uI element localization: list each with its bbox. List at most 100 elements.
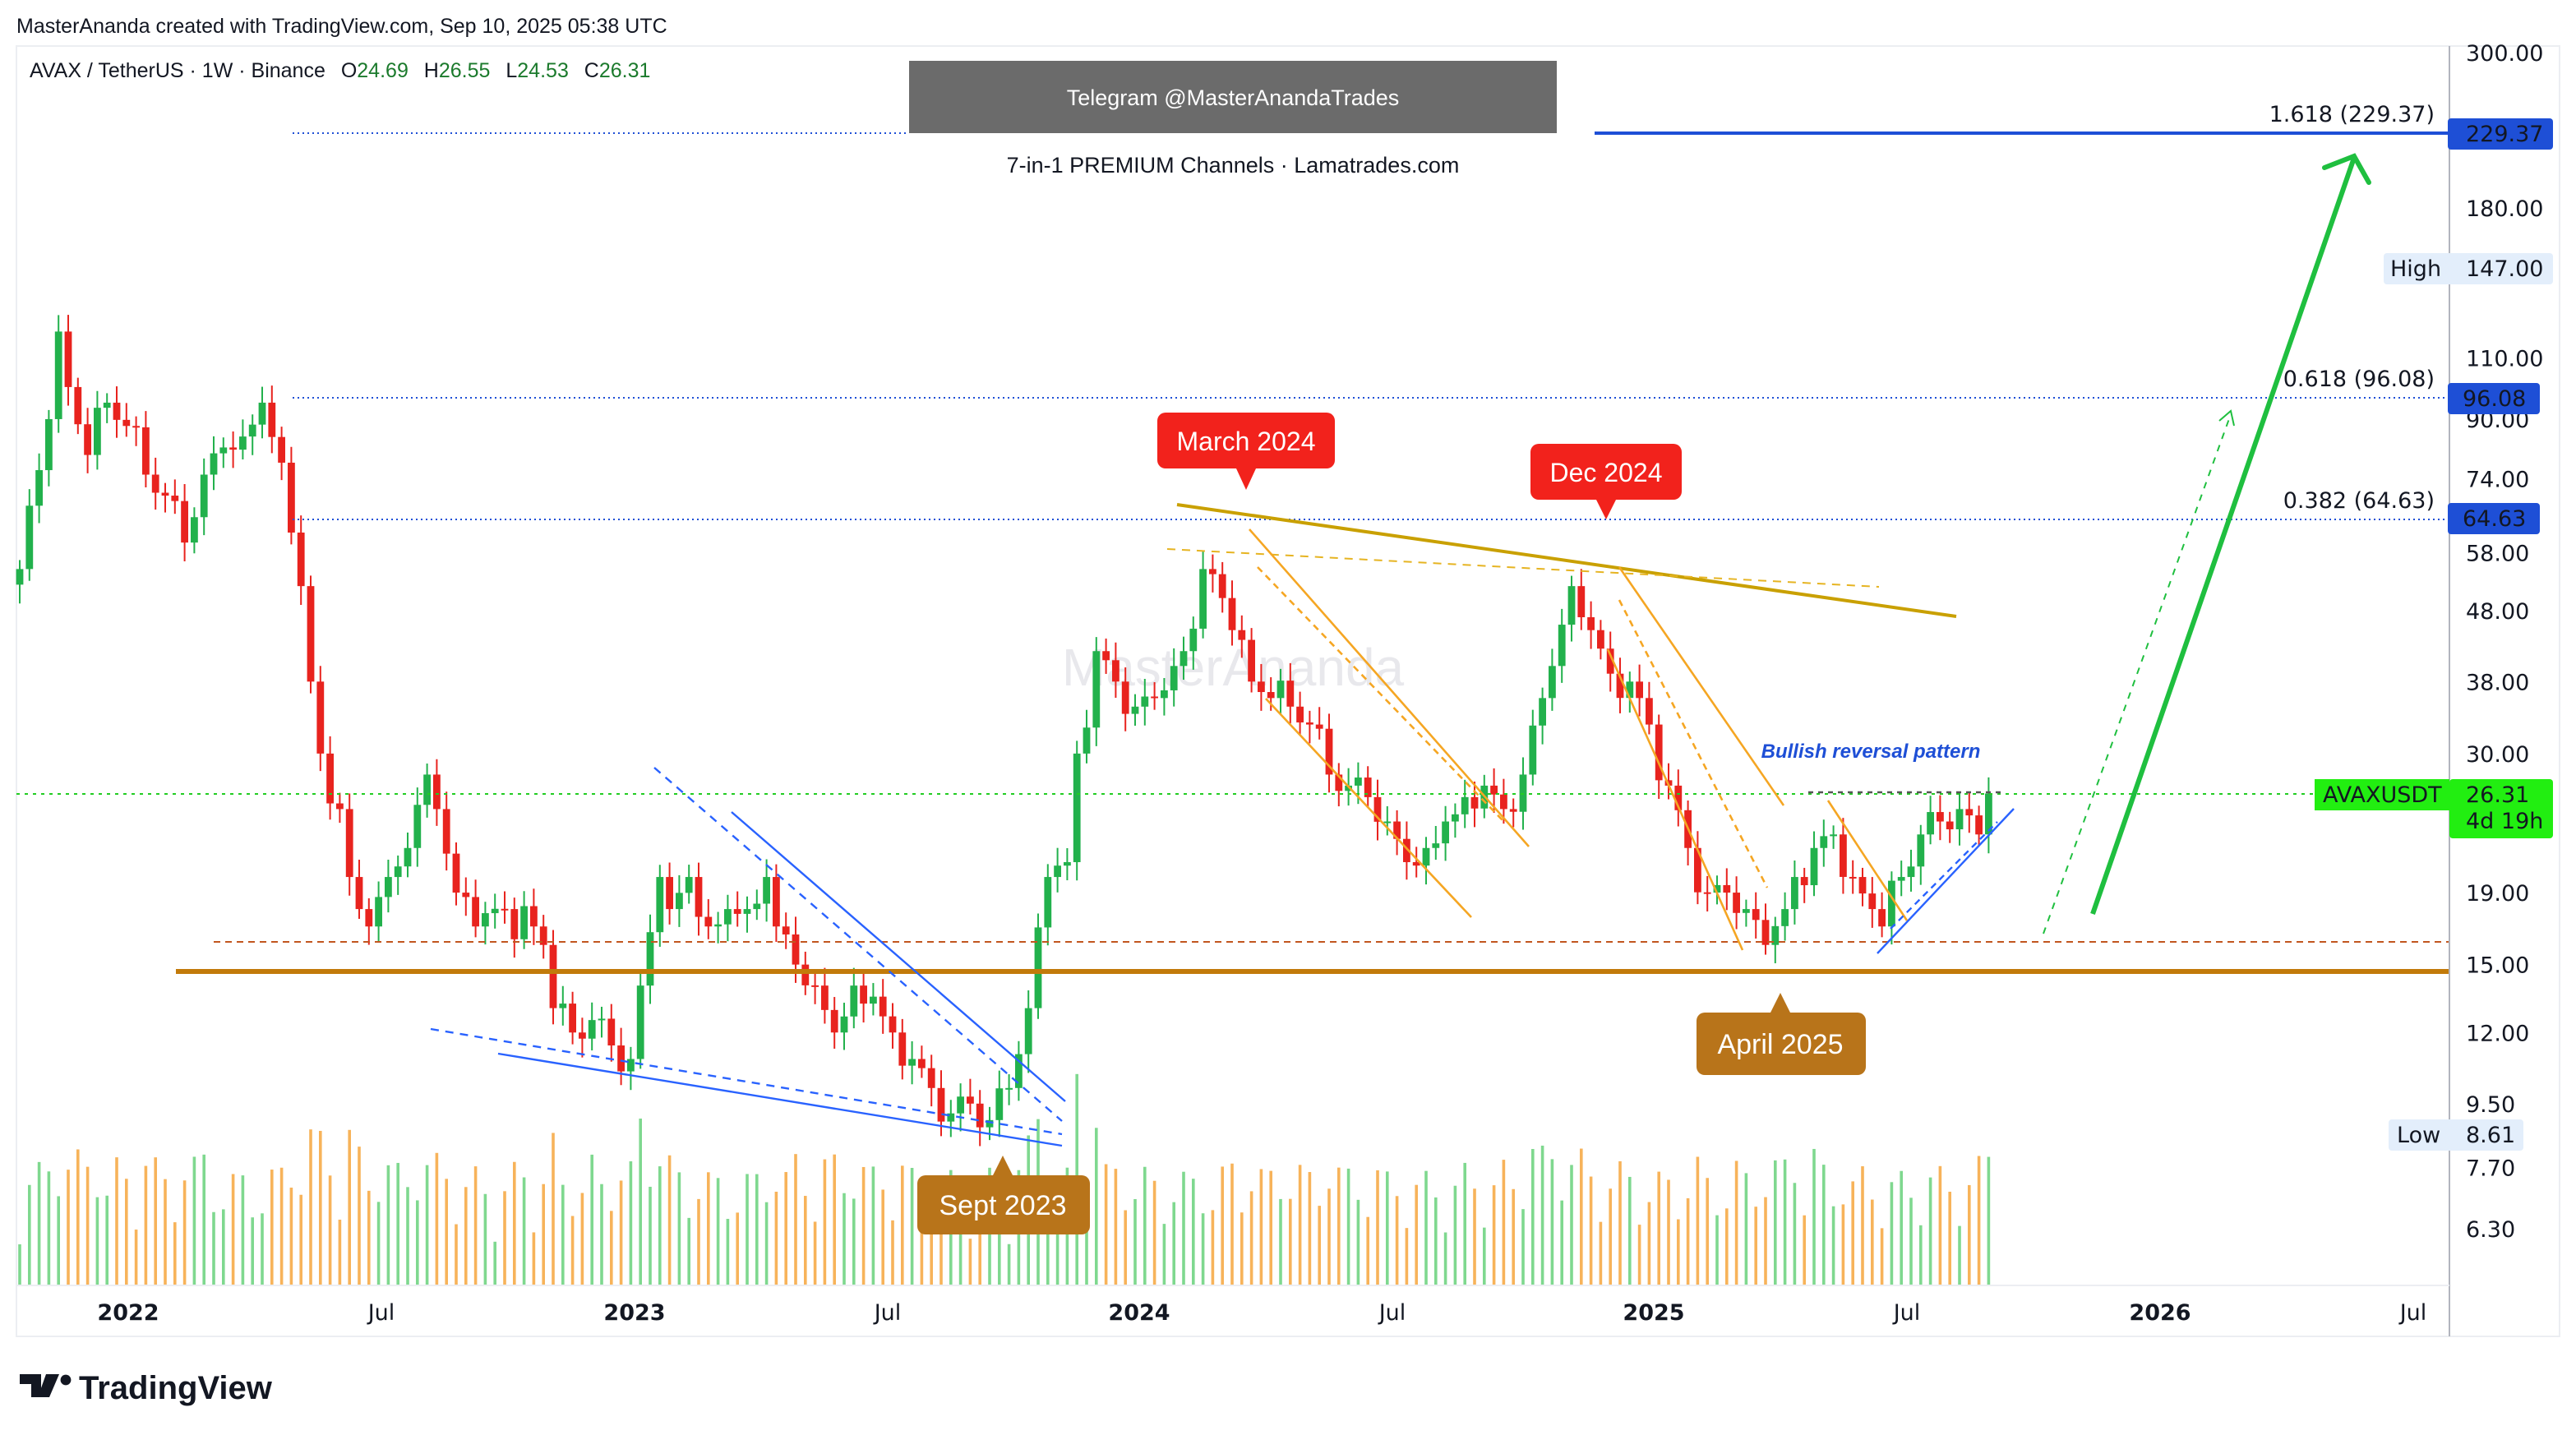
candle-body xyxy=(870,996,877,1004)
candle-body xyxy=(850,985,858,1017)
volume-bar xyxy=(1386,1171,1389,1285)
volume-bar xyxy=(1774,1160,1777,1285)
volume-bar xyxy=(1812,1148,1816,1285)
tradingview-logo[interactable]: TradingView xyxy=(20,1370,273,1406)
blue-wedges[interactable] xyxy=(430,767,2015,1147)
candle-body xyxy=(1694,847,1701,893)
candle-body xyxy=(442,809,450,854)
candle-body xyxy=(927,1068,935,1088)
volume-bar xyxy=(1928,1177,1932,1285)
volume-bar xyxy=(920,1196,924,1285)
volume-bar xyxy=(1502,1160,1506,1285)
time-axis[interactable]: 2022 Jul 2023 Jul 2024 Jul 2025 Jul 2026 Jul xyxy=(97,1300,2426,1326)
orange-channels[interactable] xyxy=(1249,528,1909,951)
volume-bar xyxy=(1424,1170,1428,1285)
volume-bar xyxy=(667,1155,672,1285)
candle-body xyxy=(1373,796,1382,822)
volume-bar xyxy=(1249,1191,1253,1285)
dashed-resistance-line[interactable] xyxy=(1166,548,1880,588)
svg-text:4d 19h: 4d 19h xyxy=(2466,809,2543,834)
volume-bar xyxy=(784,1172,787,1285)
time-tick-label: Jul xyxy=(2398,1300,2427,1326)
volume-bar xyxy=(212,1211,215,1285)
volume-bar xyxy=(1405,1228,1409,1285)
price-tick-label: 30.00 xyxy=(2466,742,2529,768)
volume-bar xyxy=(687,1217,690,1285)
volume-bar xyxy=(1560,1200,1563,1285)
volume-bar xyxy=(289,1188,293,1285)
candle-body xyxy=(743,909,751,914)
volume-bar xyxy=(677,1172,681,1285)
price-axis[interactable]: 300.00180.00110.0090.0074.0058.0048.0038… xyxy=(2466,41,2543,1243)
candle-body xyxy=(1965,809,1974,816)
candle-body xyxy=(210,453,218,475)
candle-body xyxy=(1500,794,1507,810)
volume-bar xyxy=(813,1221,817,1285)
descending-trendline[interactable] xyxy=(1176,503,1957,618)
candle-body xyxy=(1606,648,1614,674)
volume-bar xyxy=(299,1194,302,1285)
volume-bar xyxy=(95,1197,99,1285)
candle-body xyxy=(1442,821,1449,844)
volume-bar xyxy=(1434,1197,1438,1285)
callout-sept-2023: Sept 2023 xyxy=(917,1156,1090,1234)
volume-bar xyxy=(464,1187,468,1285)
candle-body xyxy=(714,924,722,927)
volume-bar xyxy=(28,1184,31,1285)
candle-body xyxy=(1131,706,1139,714)
volume-bar xyxy=(37,1161,41,1285)
volume-bar xyxy=(1046,1195,1050,1285)
candle-body xyxy=(1733,893,1740,913)
candle-body xyxy=(1064,861,1071,866)
volume-bar xyxy=(1395,1196,1399,1285)
candle-body xyxy=(782,926,790,934)
volume-bar xyxy=(1706,1178,1709,1285)
candle-body xyxy=(248,424,256,437)
volume-bar xyxy=(338,1219,342,1285)
volume-bar xyxy=(590,1154,593,1285)
volume-bar xyxy=(522,1177,526,1285)
volume-bar xyxy=(1822,1165,1826,1285)
candle-body xyxy=(530,906,538,927)
volume-bar xyxy=(1754,1207,1757,1285)
candle-body xyxy=(840,1016,848,1033)
badge-low: Low 8.61 xyxy=(2389,1119,2523,1151)
volume-bar xyxy=(358,1147,361,1285)
candle-body xyxy=(16,569,24,585)
candle-body xyxy=(1335,774,1343,791)
volume-bar xyxy=(445,1179,448,1285)
open-value: 24.69 xyxy=(357,59,409,82)
candle-body xyxy=(1800,877,1808,886)
volume-bar xyxy=(1831,1206,1835,1285)
candle-body xyxy=(1393,821,1401,839)
volume-bar xyxy=(473,1166,478,1285)
volume-bar xyxy=(1540,1145,1544,1285)
volume-bar xyxy=(1230,1163,1234,1285)
volume-bar xyxy=(154,1157,157,1285)
volume-bar xyxy=(435,1152,439,1285)
price-tick-label: 15.00 xyxy=(2466,953,2529,979)
volume-bar xyxy=(1977,1156,1981,1285)
volume-bar xyxy=(833,1154,836,1285)
volume-bar xyxy=(18,1244,21,1285)
svg-text:8.61: 8.61 xyxy=(2466,1123,2515,1148)
callout-march-2024: March 2024 xyxy=(1157,413,1335,490)
volume-bar xyxy=(1259,1169,1263,1285)
projection-dashed-arrow[interactable] xyxy=(2043,413,2232,934)
svg-text:229.37: 229.37 xyxy=(2466,122,2543,147)
candle-body xyxy=(1296,706,1304,723)
volume-bar xyxy=(483,1193,487,1285)
candle-body xyxy=(1355,777,1362,786)
candle-body xyxy=(1820,836,1828,848)
volume-bar xyxy=(1152,1180,1156,1285)
candle-body xyxy=(879,996,887,1017)
price-tick-label: 74.00 xyxy=(2466,467,2529,492)
candle-body xyxy=(1121,681,1129,714)
candle-body xyxy=(229,447,237,450)
volume-bar xyxy=(1618,1160,1622,1285)
projection-arrow[interactable] xyxy=(2090,157,2357,915)
price-tick-label: 180.00 xyxy=(2466,196,2543,222)
close-value: 26.31 xyxy=(599,59,651,82)
candle-body xyxy=(336,803,344,810)
